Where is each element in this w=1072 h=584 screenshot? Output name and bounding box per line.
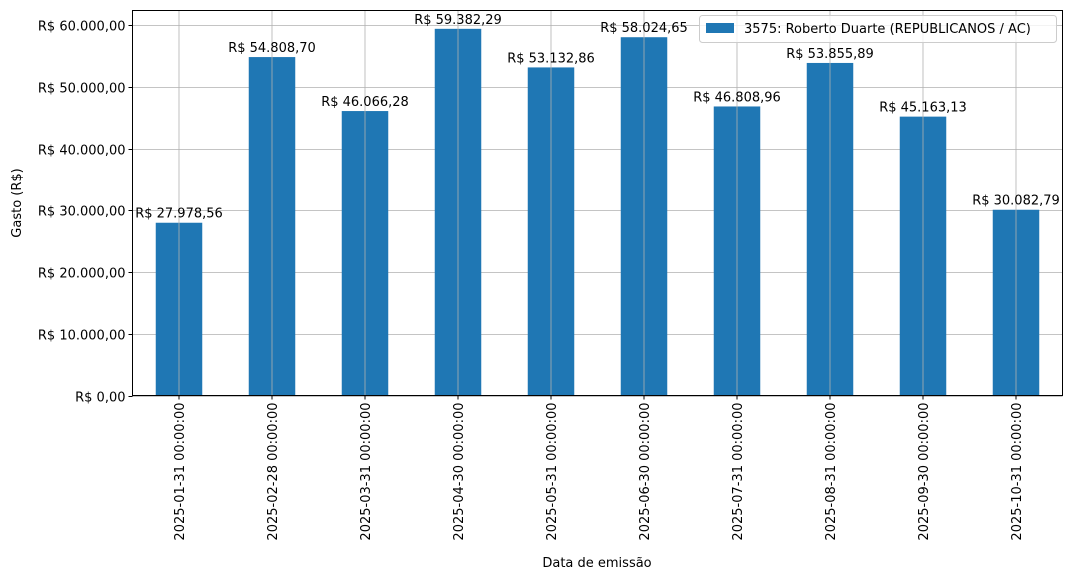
data-label: R$ 45.163,13 — [879, 101, 967, 116]
x-ticks: 2025-01-31 00:00:00 2025-02-28 00:00:00 20… — [173, 395, 1025, 541]
data-label: R$ 46.808,96 — [693, 90, 781, 105]
y-tick-label: R$ 60.000,00 — [38, 20, 126, 35]
data-label: R$ 59.382,29 — [414, 13, 502, 28]
y-tick-label: R$ 10.000,00 — [38, 329, 126, 344]
data-label: R$ 46.066,28 — [321, 95, 409, 110]
x-tick-label: 2025-06-30 00:00:00 — [638, 403, 653, 541]
legend-swatch — [706, 23, 734, 33]
data-label: R$ 30.082,79 — [972, 194, 1060, 209]
y-tick-label: R$ 30.000,00 — [38, 205, 126, 220]
x-tick-label: 2025-07-31 00:00:00 — [731, 403, 746, 541]
x-tick-label: 2025-08-31 00:00:00 — [824, 403, 839, 541]
x-tick-label: 2025-02-28 00:00:00 — [266, 403, 281, 541]
data-label: R$ 58.024,65 — [600, 21, 688, 36]
y-tick-label: R$ 40.000,00 — [38, 144, 126, 159]
data-label: R$ 53.855,89 — [786, 47, 874, 62]
data-label: R$ 53.132,86 — [507, 51, 595, 66]
x-tick-label: 2025-10-31 00:00:00 — [1010, 403, 1025, 541]
x-tick-label: 2025-05-31 00:00:00 — [545, 403, 560, 541]
vertical-grid — [178, 10, 1017, 396]
x-tick-label: 2025-03-31 00:00:00 — [359, 403, 374, 541]
y-tick-label: R$ 0,00 — [75, 391, 125, 406]
bar-labels: R$ 27.978,56 R$ 54.808,70 R$ 46.066,28 R$ 5… — [135, 13, 1060, 222]
data-label: R$ 27.978,56 — [135, 207, 223, 222]
x-tick-label: 2025-04-30 00:00:00 — [452, 403, 467, 541]
bars — [155, 28, 1040, 396]
legend: 3575: Roberto Duarte (REPUBLICANOS / AC) — [699, 15, 1057, 43]
y-axis-label: Gasto (R$) — [10, 168, 25, 237]
y-tick-label: R$ 50.000,00 — [38, 82, 126, 97]
data-label: R$ 54.808,70 — [228, 41, 316, 56]
plot-frame — [132, 10, 1063, 396]
x-tick-label: 2025-09-30 00:00:00 — [917, 403, 932, 541]
legend-label: 3575: Roberto Duarte (REPUBLICANOS / AC) — [744, 22, 1031, 37]
x-tick-label: 2025-01-31 00:00:00 — [173, 403, 188, 541]
y-ticks: R$ 0,00 R$ 10.000,00 R$ 20.000,00 R$ 30.000… — [38, 20, 133, 406]
x-axis-label: Data de emissão — [542, 556, 651, 571]
y-tick-label: R$ 20.000,00 — [38, 267, 126, 282]
